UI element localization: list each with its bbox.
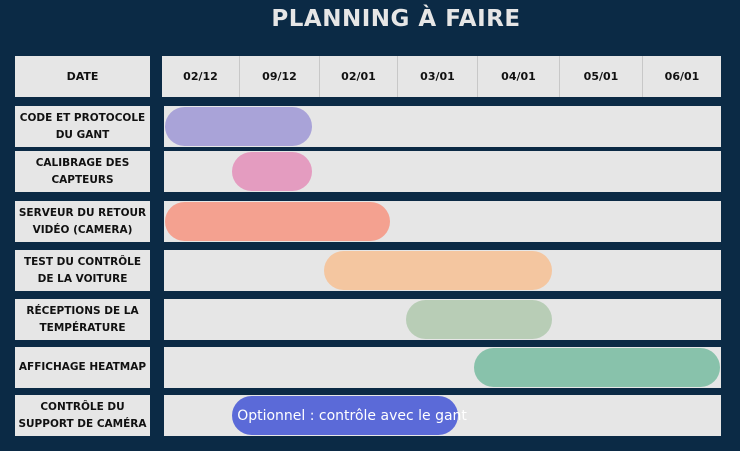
date-header: DATE bbox=[15, 56, 150, 97]
date-column-5: 05/01 bbox=[560, 56, 643, 97]
task-bar bbox=[474, 348, 720, 387]
task-label: AFFICHAGE HEATMAP bbox=[15, 347, 150, 388]
date-column-6: 06/01 bbox=[664, 70, 700, 83]
task-label: CODE ET PROTOCOLE DU GANT bbox=[15, 106, 150, 147]
task-bar: Optionnel : contrôle avec le gant bbox=[232, 396, 467, 435]
date-column-2: 02/01 bbox=[320, 56, 398, 97]
date-columns-header: 02/12 09/12 02/01 03/01 04/01 05/01 06/01 bbox=[162, 56, 721, 97]
date-column-1: 09/12 bbox=[240, 56, 320, 97]
task-label: CONTRÔLE DU SUPPORT DE CAMÉRA bbox=[15, 395, 150, 436]
task-label: TEST DU CONTRÔLE DE LA VOITURE bbox=[15, 250, 150, 291]
task-bar bbox=[165, 107, 312, 146]
task-label: SERVEUR DU RETOUR VIDÉO (CAMERA) bbox=[15, 201, 150, 242]
task-bar bbox=[232, 152, 312, 191]
date-column-4: 04/01 bbox=[478, 56, 560, 97]
task-bar bbox=[165, 202, 391, 241]
task-bar bbox=[406, 300, 552, 339]
date-column-3: 03/01 bbox=[398, 56, 478, 97]
page-title: PLANNING À FAIRE bbox=[271, 6, 521, 32]
task-bar bbox=[323, 251, 552, 290]
task-label: CALIBRAGE DES CAPTEURS bbox=[15, 151, 150, 192]
task-label: RÉCEPTIONS DE LA TEMPÉRATURE bbox=[15, 299, 150, 340]
date-column-0: 02/12 bbox=[162, 56, 240, 97]
